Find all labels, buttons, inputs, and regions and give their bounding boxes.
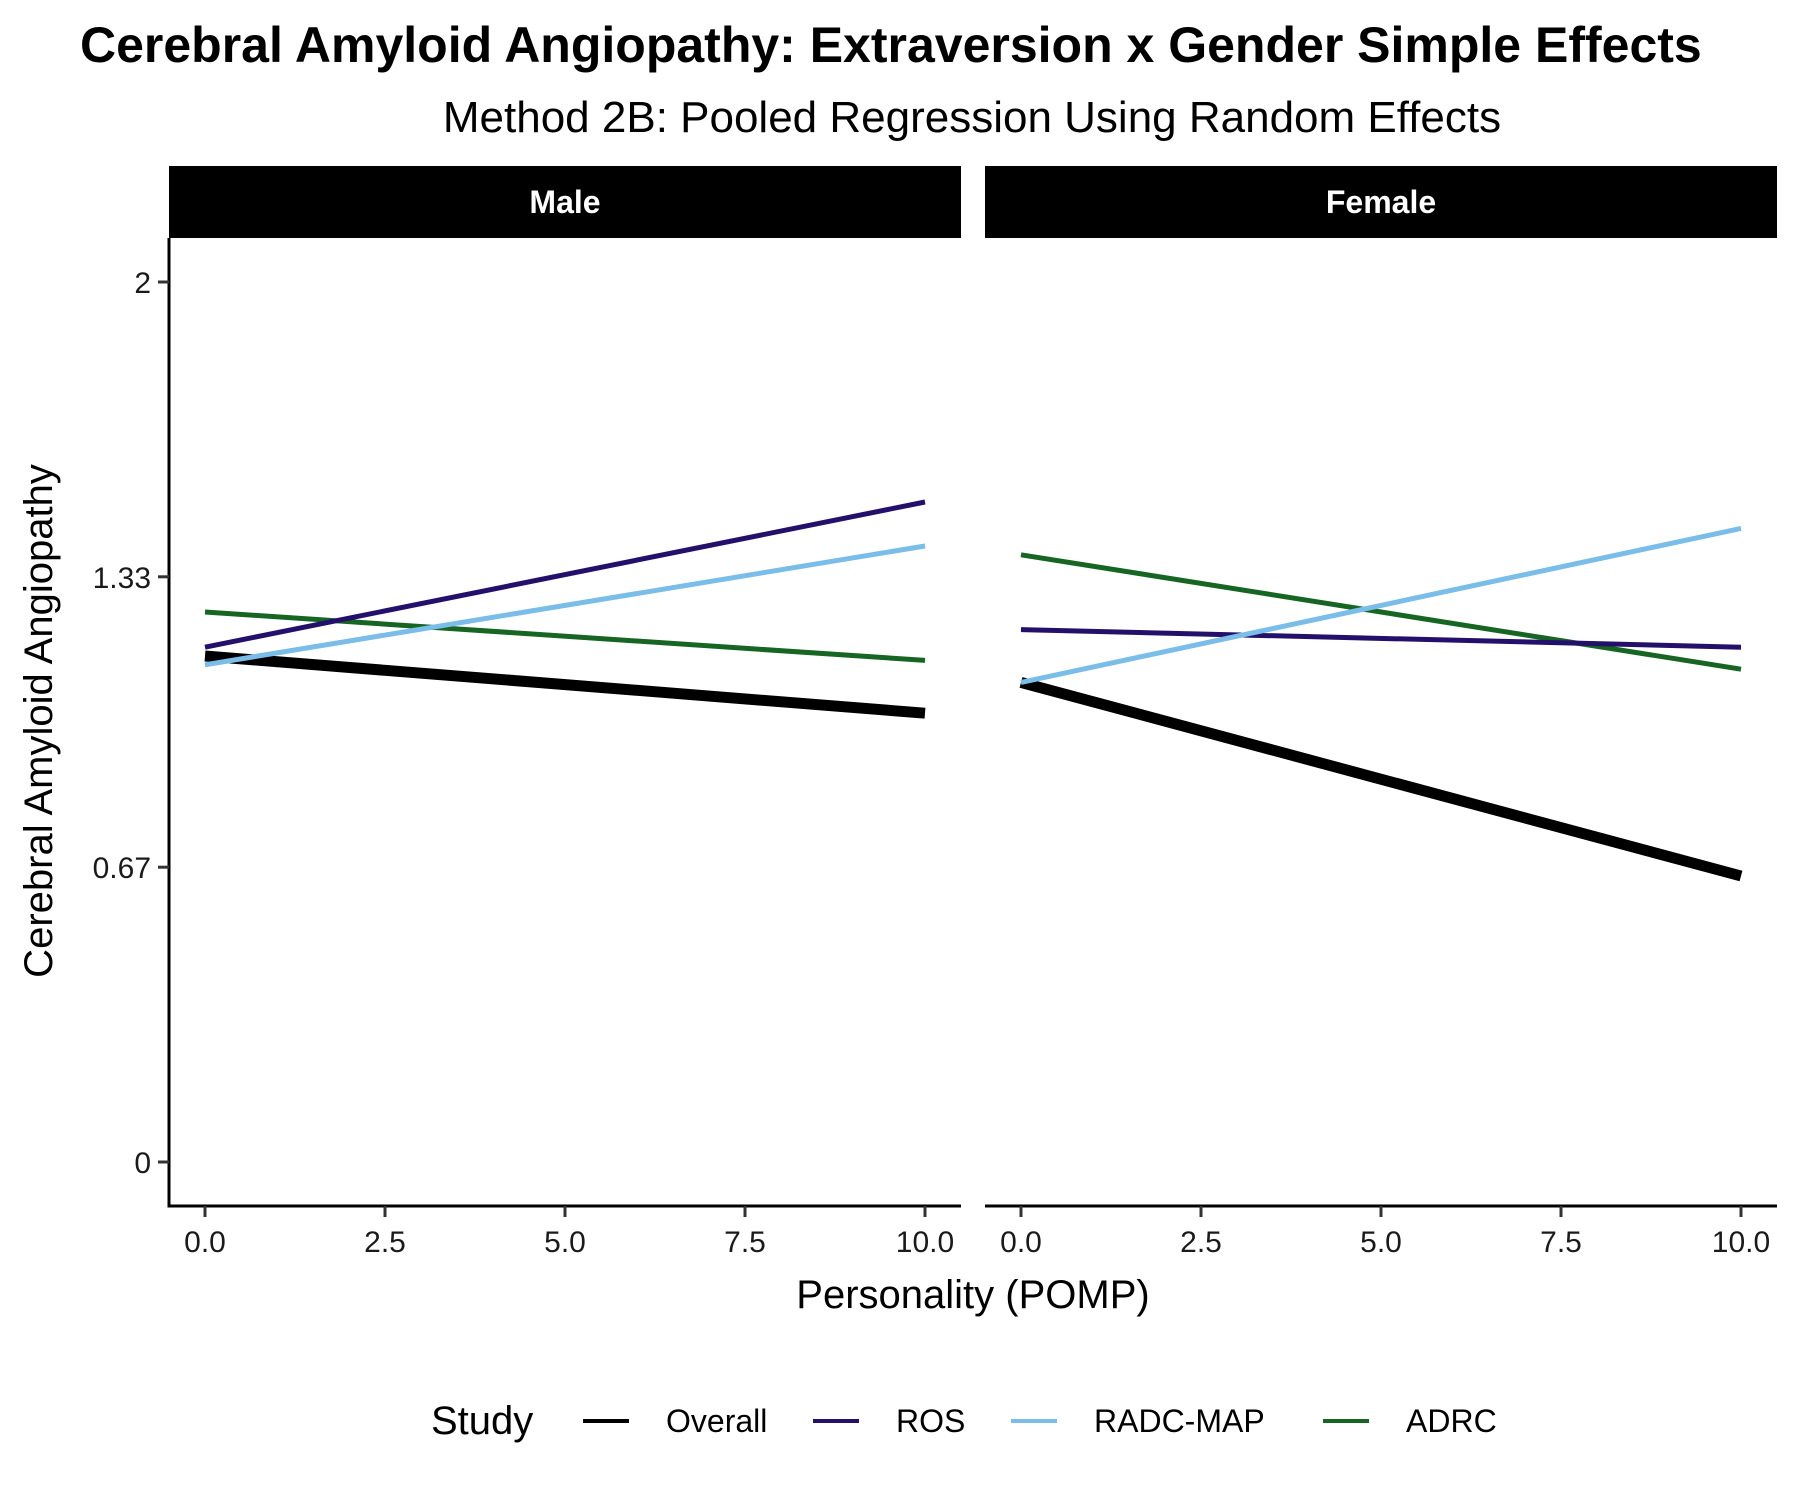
x-tick-label: 7.5 bbox=[724, 1226, 766, 1259]
strip-label-female: Female bbox=[1326, 184, 1436, 220]
strip-male bbox=[169, 166, 961, 238]
legend-label-overall: Overall bbox=[666, 1403, 767, 1439]
series-line-ros bbox=[1020, 627, 1742, 650]
series-line-radc-map bbox=[1020, 525, 1742, 685]
panel-male: Male 0.0 2.5 5.0 7.5 10.0 bbox=[169, 166, 961, 1259]
panel-female: Female 0.0 2.5 5.0 7.5 10.0 bbox=[985, 166, 1777, 1259]
legend: Study Overall ROS RADC-MAP ADRC bbox=[431, 1399, 1497, 1443]
panel-male-x-axis: 0.0 2.5 5.0 7.5 10.0 bbox=[169, 1204, 961, 1259]
x-tick-label: 5.0 bbox=[544, 1226, 586, 1259]
series-line-overall bbox=[1019, 677, 1743, 882]
panel-female-lines bbox=[1019, 525, 1743, 882]
legend-label-ros: ROS bbox=[896, 1403, 965, 1439]
legend-label-radc-map: RADC-MAP bbox=[1094, 1403, 1265, 1439]
x-axis-title: Personality (POMP) bbox=[796, 1273, 1149, 1317]
x-tick-label: 5.0 bbox=[1360, 1226, 1402, 1259]
chart-subtitle: Method 2B: Pooled Regression Using Rando… bbox=[443, 93, 1501, 142]
chart-title: Cerebral Amyloid Angiopathy: Extraversio… bbox=[80, 17, 1702, 73]
x-tick-label: 2.5 bbox=[364, 1226, 406, 1259]
legend-title: Study bbox=[431, 1399, 533, 1443]
y-tick-label: 0 bbox=[134, 1147, 151, 1180]
y-tick-label: 0.67 bbox=[93, 852, 151, 885]
series-line-ros bbox=[204, 499, 926, 650]
series-line-radc-map bbox=[204, 543, 926, 668]
x-tick-label: 10.0 bbox=[1712, 1226, 1770, 1259]
strip-label-male: Male bbox=[529, 184, 600, 220]
strip-female bbox=[985, 166, 1777, 238]
x-tick-label: 0.0 bbox=[184, 1226, 226, 1259]
panel-female-x-axis: 0.0 2.5 5.0 7.5 10.0 bbox=[985, 1204, 1777, 1259]
x-tick-label: 2.5 bbox=[1180, 1226, 1222, 1259]
legend-label-adrc: ADRC bbox=[1406, 1403, 1497, 1439]
y-tick-label: 2 bbox=[134, 267, 151, 300]
series-line-adrc bbox=[1020, 552, 1742, 672]
series-line-overall bbox=[204, 650, 926, 719]
y-tick-label: 1.33 bbox=[93, 562, 151, 595]
series-line-adrc bbox=[204, 609, 926, 663]
x-tick-label: 7.5 bbox=[1540, 1226, 1582, 1259]
y-axis-title: Cerebral Amyloid Angiopathy bbox=[17, 464, 61, 978]
y-axis: 0 0.67 1.33 2 bbox=[93, 238, 171, 1208]
panel-male-lines bbox=[204, 499, 926, 719]
x-tick-label: 0.0 bbox=[1000, 1226, 1042, 1259]
x-tick-label: 10.0 bbox=[896, 1226, 954, 1259]
